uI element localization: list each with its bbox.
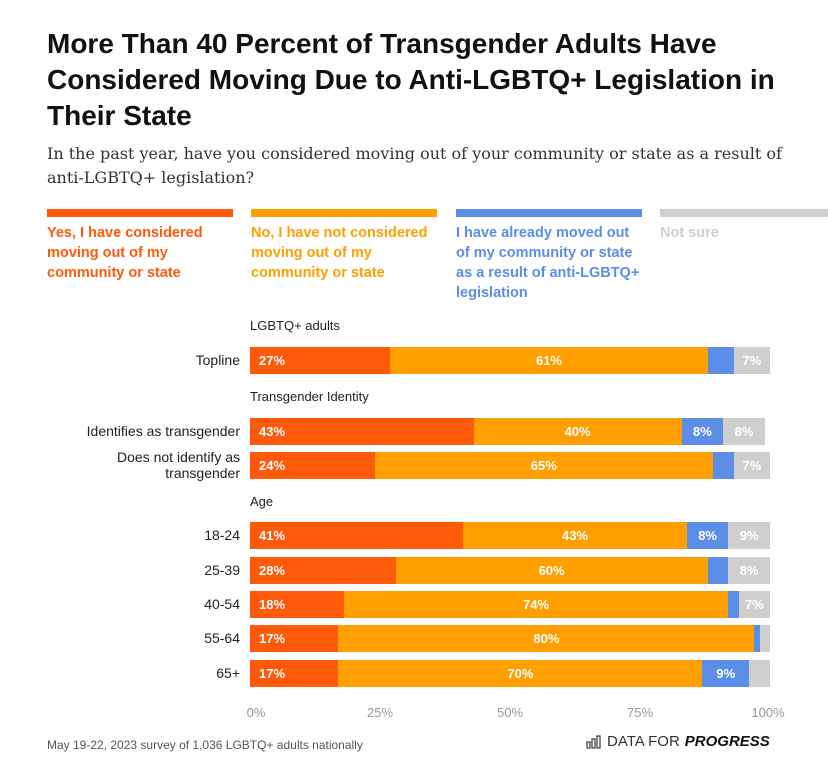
legend-swatch: [251, 209, 437, 217]
bar-segment: 8%: [723, 418, 765, 445]
legend-label: I have already moved out of my community…: [456, 225, 640, 301]
bar-segment: [754, 625, 760, 652]
logo: DATA FOR PROGRESS: [586, 733, 770, 750]
logo-text-b: PROGRESS: [684, 733, 770, 750]
row-label: Does not identify as transgender: [117, 449, 240, 481]
bar-segment: 7%: [733, 347, 770, 374]
bar-segment: 80%: [338, 625, 755, 652]
bar-segment: 65%: [374, 452, 713, 479]
bar-segment: 18%: [250, 591, 344, 618]
bar-segment: 27%: [250, 347, 391, 374]
bar-segment: 7%: [738, 591, 770, 618]
row-label: 55-64: [204, 630, 240, 646]
bar-segment: 8%: [728, 557, 770, 584]
legend-swatch: [660, 209, 828, 217]
legend-swatch: [47, 209, 233, 217]
x-tick-label: 75%: [626, 705, 654, 720]
row-label: 40-54: [204, 596, 240, 612]
bar-segment: [728, 591, 739, 618]
bar-segment: 7%: [733, 452, 770, 479]
legend-swatch: [456, 209, 642, 217]
bar-segment: 40%: [473, 418, 682, 445]
legend-label: Yes, I have considered moving out of my …: [47, 225, 203, 281]
footer-source: May 19-22, 2023 survey of 1,036 LGBTQ+ a…: [47, 738, 363, 752]
bar-segment: [759, 625, 770, 652]
bar-segment: [712, 452, 734, 479]
bar-segment: 24%: [250, 452, 375, 479]
bar-segment: 61%: [390, 347, 708, 374]
bar-segment: 28%: [250, 557, 396, 584]
bar-segment: 9%: [702, 660, 750, 687]
chart-subtitle: In the past year, have you considered mo…: [47, 144, 782, 187]
row-label: 65+: [216, 665, 240, 681]
x-tick-label: 0%: [246, 705, 266, 720]
row-label: 18-24: [204, 527, 240, 543]
legend-label: No, I have not considered moving out of …: [251, 225, 428, 281]
chart-title: More Than 40 Percent of Transgender Adul…: [47, 28, 775, 131]
group-label: LGBTQ+ adults: [250, 318, 340, 333]
row-label: Identifies as transgender: [86, 423, 240, 439]
bar-segment: 70%: [338, 660, 703, 687]
legend-item: No, I have not considered moving out of …: [251, 209, 437, 283]
x-tick-label: 100%: [751, 705, 785, 720]
bar-segment: 17%: [250, 660, 339, 687]
bar-segment: 43%: [250, 418, 474, 445]
bar-chart-icon: [586, 734, 601, 749]
bar-segment: [749, 660, 770, 687]
bar-segment: [707, 557, 729, 584]
bar-segment: 74%: [343, 591, 729, 618]
bar-segment: 8%: [681, 418, 724, 445]
legend-item: I have already moved out of my community…: [456, 209, 642, 303]
bar-segment: 9%: [728, 522, 770, 549]
group-label: Transgender Identity: [250, 389, 369, 404]
bar-segment: [707, 347, 734, 374]
legend-item: Yes, I have considered moving out of my …: [47, 209, 233, 283]
row-label: 25-39: [204, 562, 240, 578]
bar-segment: 17%: [250, 625, 339, 652]
row-label: Topline: [195, 352, 240, 368]
x-tick-label: 50%: [496, 705, 524, 720]
legend-item: Not sure: [660, 209, 828, 243]
group-label: Age: [250, 494, 274, 509]
bar-segment: 41%: [250, 522, 464, 549]
bar-segment: 43%: [463, 522, 687, 549]
bar-segment: 8%: [686, 522, 729, 549]
legend-label: Not sure: [660, 225, 719, 241]
bar-segment: 60%: [395, 557, 708, 584]
x-tick-label: 25%: [366, 705, 394, 720]
logo-text-a: DATA FOR: [607, 733, 680, 750]
